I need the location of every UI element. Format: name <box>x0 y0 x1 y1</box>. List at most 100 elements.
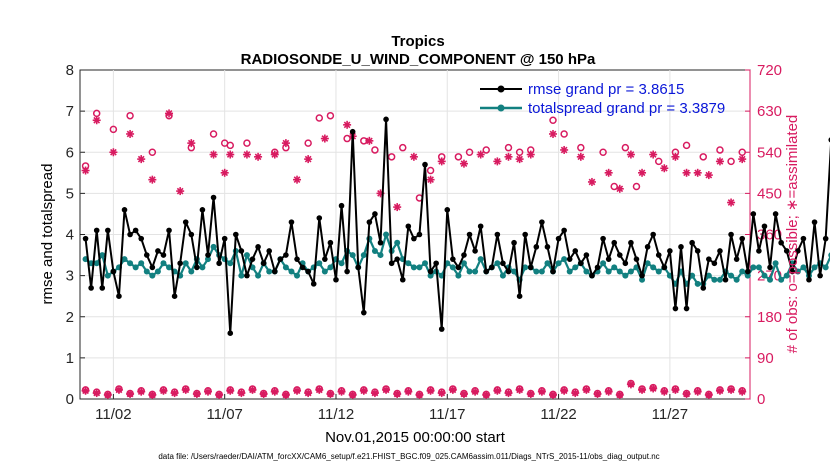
obs_assimilated-marker <box>281 139 290 148</box>
totalspread-point <box>544 260 551 267</box>
rmse-point <box>488 264 495 271</box>
obs_assimilated-marker <box>560 145 569 154</box>
rmse-point <box>399 276 406 283</box>
totalspread-point <box>655 268 662 275</box>
y-right-tick-label: 180 <box>757 309 782 326</box>
totalspread-point <box>166 264 173 271</box>
rmse-point <box>550 268 556 275</box>
totalspread-point <box>143 268 150 275</box>
rmse-point <box>783 248 790 254</box>
obs_low_assimilated-marker <box>103 390 112 399</box>
obs_low_assimilated-marker <box>370 389 379 398</box>
obs_possible-marker <box>560 130 568 138</box>
obs_low_assimilated-marker <box>727 385 736 394</box>
totalspread-point <box>750 264 757 271</box>
obs_assimilated-marker <box>176 187 185 196</box>
y-left-tick-label: 6 <box>66 144 74 161</box>
obs_assimilated-marker <box>738 155 747 164</box>
obs_low_assimilated-marker <box>693 387 702 396</box>
rmse-point <box>750 211 757 217</box>
rmse-point <box>82 235 89 242</box>
obs_low_assimilated-marker <box>459 389 468 398</box>
obs_possible-marker <box>426 166 435 175</box>
rmse-point <box>633 256 640 262</box>
rmse-point <box>622 260 629 267</box>
rmse-point <box>472 248 478 254</box>
totalspread-point <box>783 272 790 279</box>
obs_assimilated-marker <box>459 159 468 168</box>
obs_possible-marker <box>621 143 630 152</box>
obs_low_assimilated-marker <box>203 387 212 396</box>
obs_assimilated-marker <box>226 150 235 159</box>
rmse-point <box>127 231 133 238</box>
rmse-point <box>249 256 256 262</box>
totalspread-point <box>99 252 106 259</box>
totalspread-point <box>744 272 751 279</box>
rmse-point <box>639 272 645 279</box>
totalspread-point <box>499 272 506 279</box>
obs_possible-marker <box>716 146 724 154</box>
totalspread-point <box>160 260 167 267</box>
obs_low_assimilated-marker <box>482 390 491 399</box>
obs_low_assimilated-marker <box>437 389 446 398</box>
obs_low_assimilated-marker <box>638 385 647 394</box>
obs_low_assimilated-marker <box>571 389 580 398</box>
obs_assimilated-marker <box>660 164 669 173</box>
obs_assimilated-marker <box>426 175 435 184</box>
rmse-point <box>461 252 467 258</box>
totalspread-point <box>154 268 161 275</box>
totalspread-point <box>93 260 100 267</box>
obs_low_assimilated-marker <box>359 386 368 395</box>
rmse-line <box>84 118 830 335</box>
totalspread-point <box>522 264 529 271</box>
left-axis: 0 1 2 3 4 5 6 7 8 <box>66 62 85 408</box>
totalspread-point <box>188 268 195 275</box>
rmse-point <box>194 264 200 271</box>
rmse-point <box>533 244 540 250</box>
totalspread-point <box>316 260 323 267</box>
rmse-point <box>667 248 673 254</box>
totalspread-point <box>199 264 206 271</box>
rmse-point <box>628 239 634 246</box>
obs_possible-marker <box>465 148 474 156</box>
rmse-point <box>566 256 573 262</box>
rmse-point <box>383 116 389 123</box>
rmse-point <box>372 211 378 217</box>
obs_low_assimilated-marker <box>259 389 268 398</box>
totalspread-point <box>767 276 774 283</box>
rmse-point <box>155 248 161 254</box>
obs_assimilated-marker <box>515 155 524 164</box>
obs_low_assimilated-marker <box>448 385 457 394</box>
obs_possible-marker <box>109 125 118 134</box>
obs_low_assimilated-marker <box>415 390 424 399</box>
legend-spread-marker <box>497 104 505 112</box>
rmse-point <box>683 305 690 312</box>
obs_low_assimilated-marker <box>504 389 513 398</box>
obs_low_assimilated-marker <box>426 386 435 395</box>
obs_assimilated-marker <box>126 129 135 138</box>
obs_assimilated-marker <box>293 175 302 184</box>
rmse-point <box>283 252 289 258</box>
obs_low_assimilated-marker <box>337 387 346 396</box>
rmse-point <box>433 260 439 267</box>
totalspread-point <box>449 264 456 271</box>
totalspread-point <box>755 264 762 271</box>
obs_low_assimilated-marker <box>159 386 168 395</box>
obs_low_assimilated-marker <box>114 385 123 394</box>
obs_assimilated-marker <box>209 150 218 159</box>
obs_possible-marker <box>599 148 607 156</box>
obs_possible-marker <box>226 141 234 150</box>
obs_low_assimilated-marker <box>348 390 357 399</box>
obs_low_assimilated-marker <box>626 380 635 389</box>
obs_assimilated-marker <box>671 152 680 161</box>
rmse-point <box>822 235 829 242</box>
rmse-point <box>522 231 528 238</box>
rmse-point <box>600 235 606 242</box>
rmse-point <box>188 231 195 238</box>
rmse-point <box>811 219 818 225</box>
totalspread-point <box>600 260 607 267</box>
y-axis-left-label: rmse and totalspread <box>39 164 56 305</box>
obs_low_assimilated-marker <box>615 390 624 399</box>
rmse-point <box>255 244 261 250</box>
totalspread-point <box>716 276 723 283</box>
